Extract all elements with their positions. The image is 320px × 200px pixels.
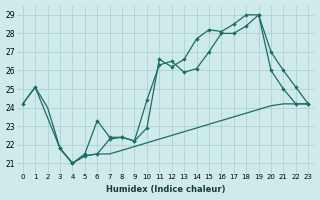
X-axis label: Humidex (Indice chaleur): Humidex (Indice chaleur) — [106, 185, 225, 194]
